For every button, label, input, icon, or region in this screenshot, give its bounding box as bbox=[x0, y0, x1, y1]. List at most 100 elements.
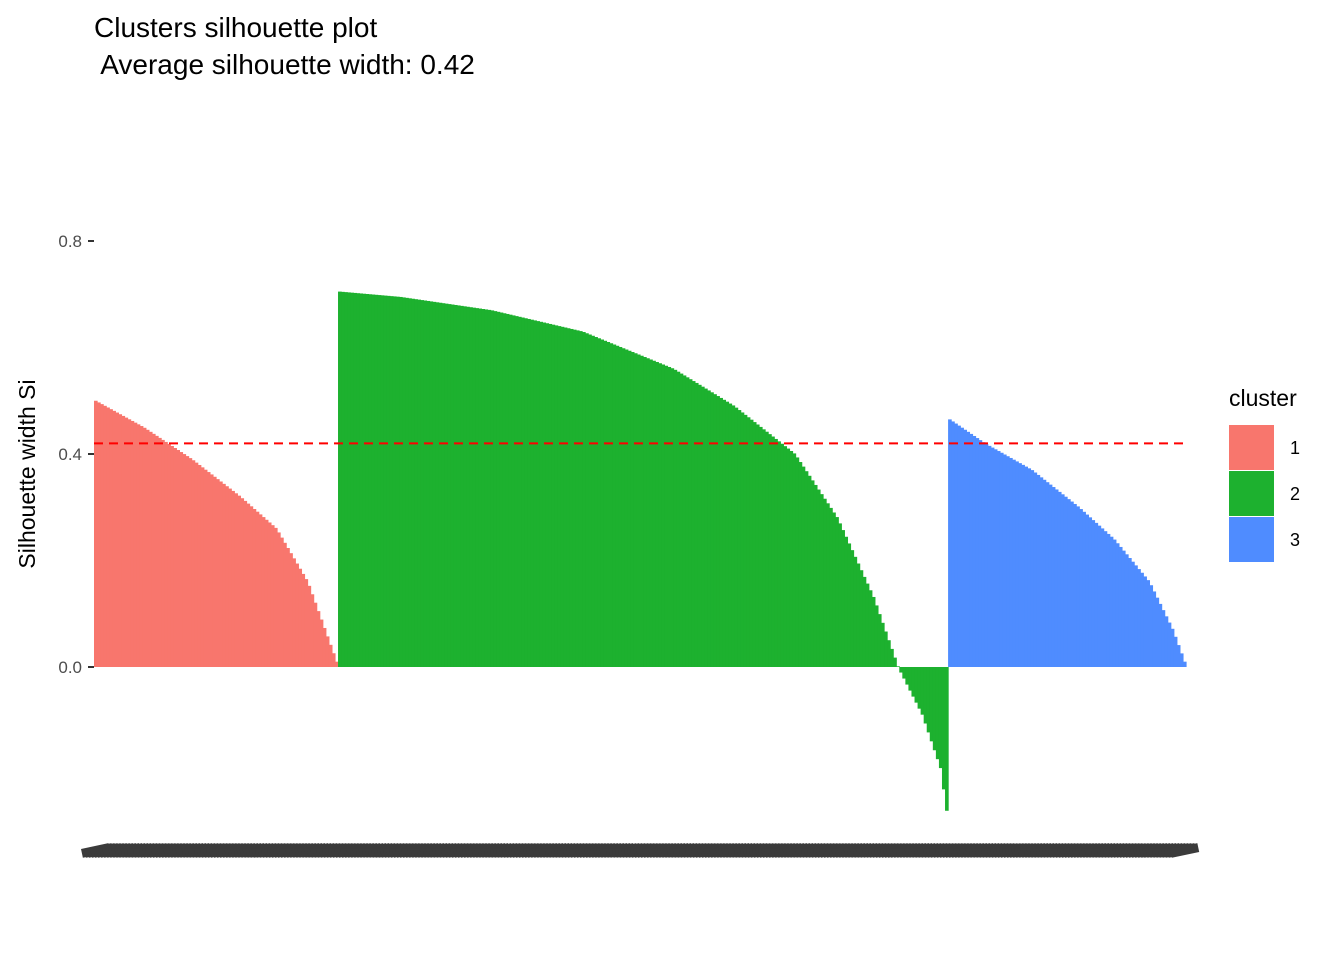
silhouette-bar bbox=[716, 396, 720, 667]
silhouette-bar bbox=[1124, 554, 1129, 667]
silhouette-bar bbox=[429, 301, 434, 667]
silhouette-bar bbox=[749, 419, 754, 667]
silhouette-bar bbox=[121, 415, 126, 667]
silhouette-bar bbox=[572, 329, 577, 667]
silhouette-bar bbox=[1021, 464, 1025, 667]
silhouette-bar bbox=[139, 426, 144, 667]
silhouette-bar bbox=[325, 636, 330, 667]
silhouette-bar bbox=[197, 464, 202, 667]
silhouette-bar bbox=[1073, 503, 1077, 667]
silhouette-bar bbox=[524, 318, 528, 667]
silhouette-bar bbox=[996, 451, 1001, 667]
silhouette-bar bbox=[951, 421, 955, 667]
silhouette-bar bbox=[179, 452, 184, 667]
silhouette-bar bbox=[225, 486, 229, 667]
x-tick-labels-layer bbox=[81, 843, 1200, 858]
silhouette-bar bbox=[1057, 491, 1062, 667]
silhouette-bar bbox=[829, 507, 833, 667]
silhouette-bar bbox=[234, 493, 238, 667]
silhouette-bar bbox=[578, 331, 583, 667]
silhouette-bar bbox=[1112, 539, 1117, 667]
chart-subtitle: Average silhouette width: 0.42 bbox=[94, 49, 475, 80]
silhouette-bar bbox=[853, 556, 858, 667]
silhouette-bar bbox=[880, 622, 885, 667]
silhouette-bar bbox=[823, 498, 827, 667]
silhouette-bar bbox=[688, 379, 693, 667]
silhouette-bar bbox=[103, 405, 107, 667]
legend-key bbox=[1229, 471, 1274, 516]
silhouette-bar bbox=[270, 525, 275, 667]
legend-label: 1 bbox=[1290, 438, 1300, 458]
silhouette-bar bbox=[643, 357, 647, 667]
y-tick-label: 0.0 bbox=[58, 658, 82, 677]
silhouette-bar bbox=[527, 318, 531, 667]
silhouette-bar bbox=[847, 543, 852, 667]
silhouette-bar bbox=[130, 420, 135, 667]
silhouette-bar bbox=[746, 417, 751, 667]
silhouette-bar bbox=[887, 640, 891, 667]
silhouette-bar bbox=[1033, 472, 1038, 667]
silhouette-bar bbox=[185, 456, 190, 667]
legend-key bbox=[1229, 517, 1274, 562]
silhouette-bar bbox=[460, 305, 464, 667]
silhouette-bar bbox=[945, 667, 949, 811]
silhouette-bar bbox=[499, 312, 504, 667]
silhouette-bar bbox=[612, 344, 617, 667]
silhouette-bar bbox=[844, 536, 849, 667]
silhouette-bar bbox=[807, 475, 812, 667]
silhouette-bar bbox=[838, 523, 842, 667]
silhouette-bar bbox=[859, 570, 864, 667]
silhouette-bar bbox=[148, 431, 153, 667]
silhouette-bar bbox=[1134, 565, 1138, 667]
silhouette-bar bbox=[783, 446, 788, 667]
silhouette-bar bbox=[1079, 509, 1083, 667]
silhouette-bar bbox=[624, 349, 629, 667]
silhouette-bar bbox=[514, 316, 519, 667]
silhouette-bar bbox=[322, 627, 327, 667]
silhouette-bar bbox=[941, 667, 946, 790]
silhouette-bar bbox=[1182, 661, 1187, 667]
silhouette-bar bbox=[392, 296, 397, 667]
y-axis: 0.0 0.4 0.8 bbox=[58, 232, 94, 677]
silhouette-bar bbox=[536, 321, 540, 667]
y-tick-label: 0.8 bbox=[58, 232, 82, 251]
silhouette-bar bbox=[676, 371, 681, 667]
silhouette-bar bbox=[789, 450, 794, 667]
silhouette-bar bbox=[304, 579, 309, 667]
silhouette-bar bbox=[826, 503, 830, 667]
silhouette-bar bbox=[969, 433, 974, 667]
silhouette-bar bbox=[1051, 487, 1056, 667]
silhouette-bar bbox=[106, 407, 110, 667]
silhouette-bar bbox=[1018, 463, 1022, 667]
silhouette-bar bbox=[206, 472, 211, 667]
silhouette-bar bbox=[765, 431, 769, 667]
silhouette-bar bbox=[493, 311, 498, 667]
y-axis-label: Silhouette width Si bbox=[14, 379, 40, 568]
silhouette-bar bbox=[1106, 533, 1111, 667]
silhouette-bar bbox=[993, 449, 998, 667]
silhouette-bar bbox=[545, 323, 550, 667]
silhouette-bar bbox=[1067, 499, 1071, 667]
silhouette-bar bbox=[884, 631, 888, 667]
silhouette-bar bbox=[835, 517, 839, 667]
silhouette-bar bbox=[929, 667, 934, 742]
silhouette-bar bbox=[786, 448, 791, 667]
silhouette-bar bbox=[1155, 597, 1160, 667]
silhouette-bar bbox=[1115, 543, 1120, 667]
silhouette-bar bbox=[353, 292, 357, 667]
silhouette-bar bbox=[1009, 457, 1013, 667]
silhouette-bar bbox=[405, 297, 409, 667]
silhouette-bar bbox=[487, 309, 492, 667]
silhouette-bar bbox=[237, 495, 242, 667]
silhouette-bar bbox=[1137, 569, 1141, 667]
silhouette-bar bbox=[865, 583, 870, 667]
silhouette-bar bbox=[911, 667, 916, 697]
silhouette-bar bbox=[771, 436, 775, 667]
silhouette-bar bbox=[286, 547, 290, 667]
silhouette-bar bbox=[777, 441, 781, 667]
silhouette-bar bbox=[591, 335, 595, 667]
silhouette-bar bbox=[646, 358, 650, 667]
silhouette-bar bbox=[1173, 636, 1178, 667]
silhouette-bar bbox=[954, 423, 958, 667]
